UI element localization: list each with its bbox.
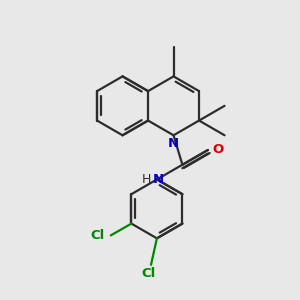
Text: Cl: Cl (90, 229, 105, 242)
Text: H: H (142, 173, 151, 186)
Text: N: N (153, 173, 164, 186)
Text: O: O (213, 143, 224, 157)
Text: N: N (168, 137, 179, 150)
Text: Cl: Cl (141, 267, 155, 280)
